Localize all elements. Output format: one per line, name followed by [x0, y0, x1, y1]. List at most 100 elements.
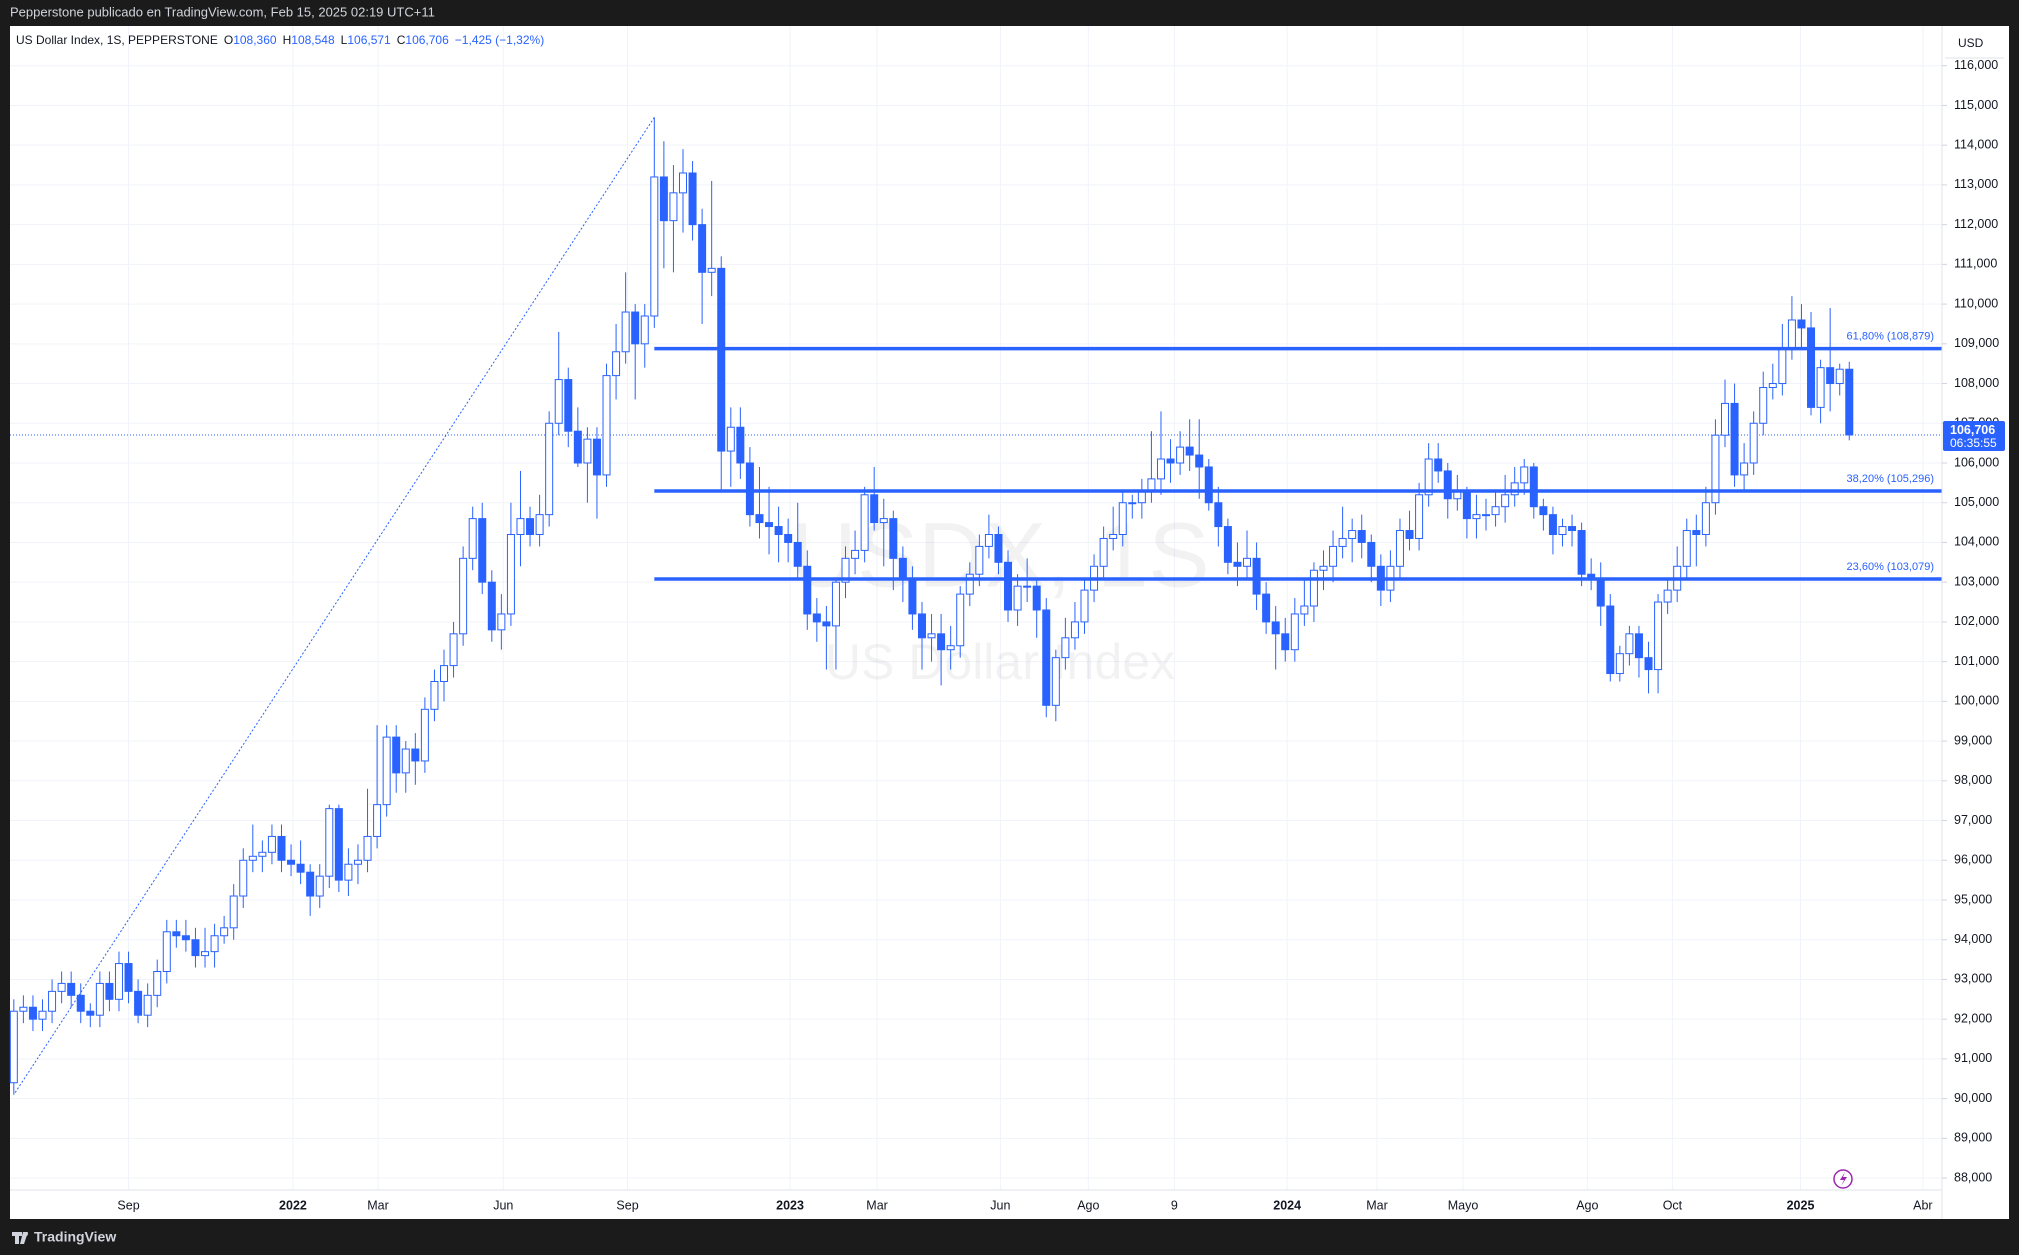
candle-body	[994, 534, 1003, 563]
candle-body	[411, 748, 420, 762]
candle-body	[95, 982, 104, 1016]
candle-body	[1797, 319, 1806, 329]
candle-body	[1520, 466, 1529, 484]
candle-body	[353, 859, 362, 865]
candle-body	[277, 835, 286, 861]
candle-body	[1395, 530, 1404, 567]
candle-body	[535, 514, 544, 536]
candle-body	[1634, 633, 1643, 659]
candle-body	[1787, 319, 1796, 349]
candle-body	[1290, 613, 1299, 651]
candle-body	[1615, 653, 1624, 675]
candle-body	[76, 994, 85, 1012]
candle-body	[1223, 526, 1232, 563]
candle-body	[803, 565, 812, 615]
y-tick-label: 115,000	[1954, 98, 1998, 112]
candle-body	[1367, 541, 1376, 567]
candle-body	[1042, 609, 1051, 706]
candle-body	[1845, 368, 1854, 436]
legend-line: US Dollar Index, 1S, PEPPERSTONE O108,360…	[16, 33, 544, 47]
candle-body	[573, 430, 582, 464]
alert-icon[interactable]	[1833, 1169, 1853, 1189]
candle-body	[1300, 605, 1309, 615]
y-tick-label: 99,000	[1954, 733, 1992, 747]
legend-value: 106,706	[405, 33, 449, 47]
candle-body	[1740, 462, 1749, 476]
candle-body	[1510, 482, 1519, 496]
x-tick-label: Mar	[367, 1198, 389, 1212]
candle-body	[1577, 530, 1586, 575]
x-tick-label: 9	[1171, 1198, 1178, 1212]
y-tick-label: 101,000	[1954, 654, 1999, 668]
candle-body	[1625, 633, 1634, 655]
candle-body	[736, 426, 745, 464]
legend-change: −1,425 (−1,32%)	[455, 33, 544, 47]
candle-body	[1166, 458, 1175, 464]
candle-body	[1759, 387, 1768, 424]
candle-body	[1004, 561, 1013, 611]
axis-currency[interactable]: USD	[1958, 36, 1984, 50]
brand-name[interactable]: TradingView	[34, 1229, 116, 1245]
y-tick-label: 89,000	[1954, 1131, 1992, 1145]
candle-body	[1816, 367, 1825, 408]
candle-body	[28, 1006, 37, 1020]
x-tick-label: 2023	[776, 1198, 804, 1212]
candle-body	[822, 621, 831, 627]
candle-body	[373, 804, 382, 837]
candle-body	[831, 581, 840, 627]
candle-body	[9, 1010, 18, 1084]
candle-body	[1204, 466, 1213, 504]
candle-body	[1501, 494, 1510, 508]
x-tick-label: Mar	[866, 1198, 888, 1212]
y-tick-label: 95,000	[1954, 892, 1992, 906]
candle-body	[1682, 530, 1691, 567]
footer: TradingView	[12, 1229, 116, 1245]
candle-body	[506, 534, 515, 615]
candle-body	[1271, 621, 1280, 635]
candle-body	[1243, 557, 1252, 567]
legend: US Dollar Index, 1S, PEPPERSTONE O108,360…	[16, 33, 544, 47]
candle-body	[401, 748, 410, 774]
candle-body	[937, 633, 946, 651]
y-tick-label: 96,000	[1954, 853, 1992, 867]
candle-body	[1606, 605, 1615, 675]
candle-body	[430, 680, 439, 710]
y-tick-label: 97,000	[1954, 813, 1992, 827]
candle-body	[726, 426, 735, 452]
candle-body	[143, 994, 152, 1016]
candle-body	[248, 855, 257, 861]
price-tag-value: 106,706	[1950, 423, 1995, 437]
y-tick-label: 88,000	[1954, 1170, 1992, 1184]
alert-circle[interactable]	[1833, 1169, 1853, 1189]
y-tick-label: 104,000	[1954, 535, 1999, 549]
candle-body	[191, 939, 200, 957]
y-tick-label: 94,000	[1954, 932, 1992, 946]
candle-body	[287, 859, 296, 865]
candle-body	[1176, 446, 1185, 464]
candle-body	[1023, 585, 1032, 588]
y-tick-label: 105,000	[1954, 495, 1999, 509]
candle-body	[1443, 470, 1452, 500]
candle-body	[1013, 585, 1022, 611]
candle-body	[707, 267, 716, 273]
legend-key: C	[397, 33, 406, 47]
candle-body	[1099, 537, 1108, 567]
candle-body	[965, 573, 974, 595]
candle-body	[669, 192, 678, 222]
candle-body	[153, 971, 162, 996]
candle-body	[812, 613, 821, 623]
candle-body	[86, 1010, 95, 1016]
candle-body	[659, 176, 668, 222]
candle-body	[1061, 637, 1070, 659]
candle-body	[181, 935, 190, 941]
x-tick-label: Ago	[1077, 1198, 1099, 1212]
candle-body	[363, 835, 372, 861]
price-tag	[1943, 420, 2005, 451]
candle-body	[1128, 502, 1137, 505]
candle-body	[583, 438, 592, 464]
y-tick-label: 102,000	[1954, 614, 1999, 628]
legend-value: 108,360	[233, 33, 277, 47]
candle-body	[1826, 367, 1835, 385]
candle-body	[717, 267, 726, 452]
